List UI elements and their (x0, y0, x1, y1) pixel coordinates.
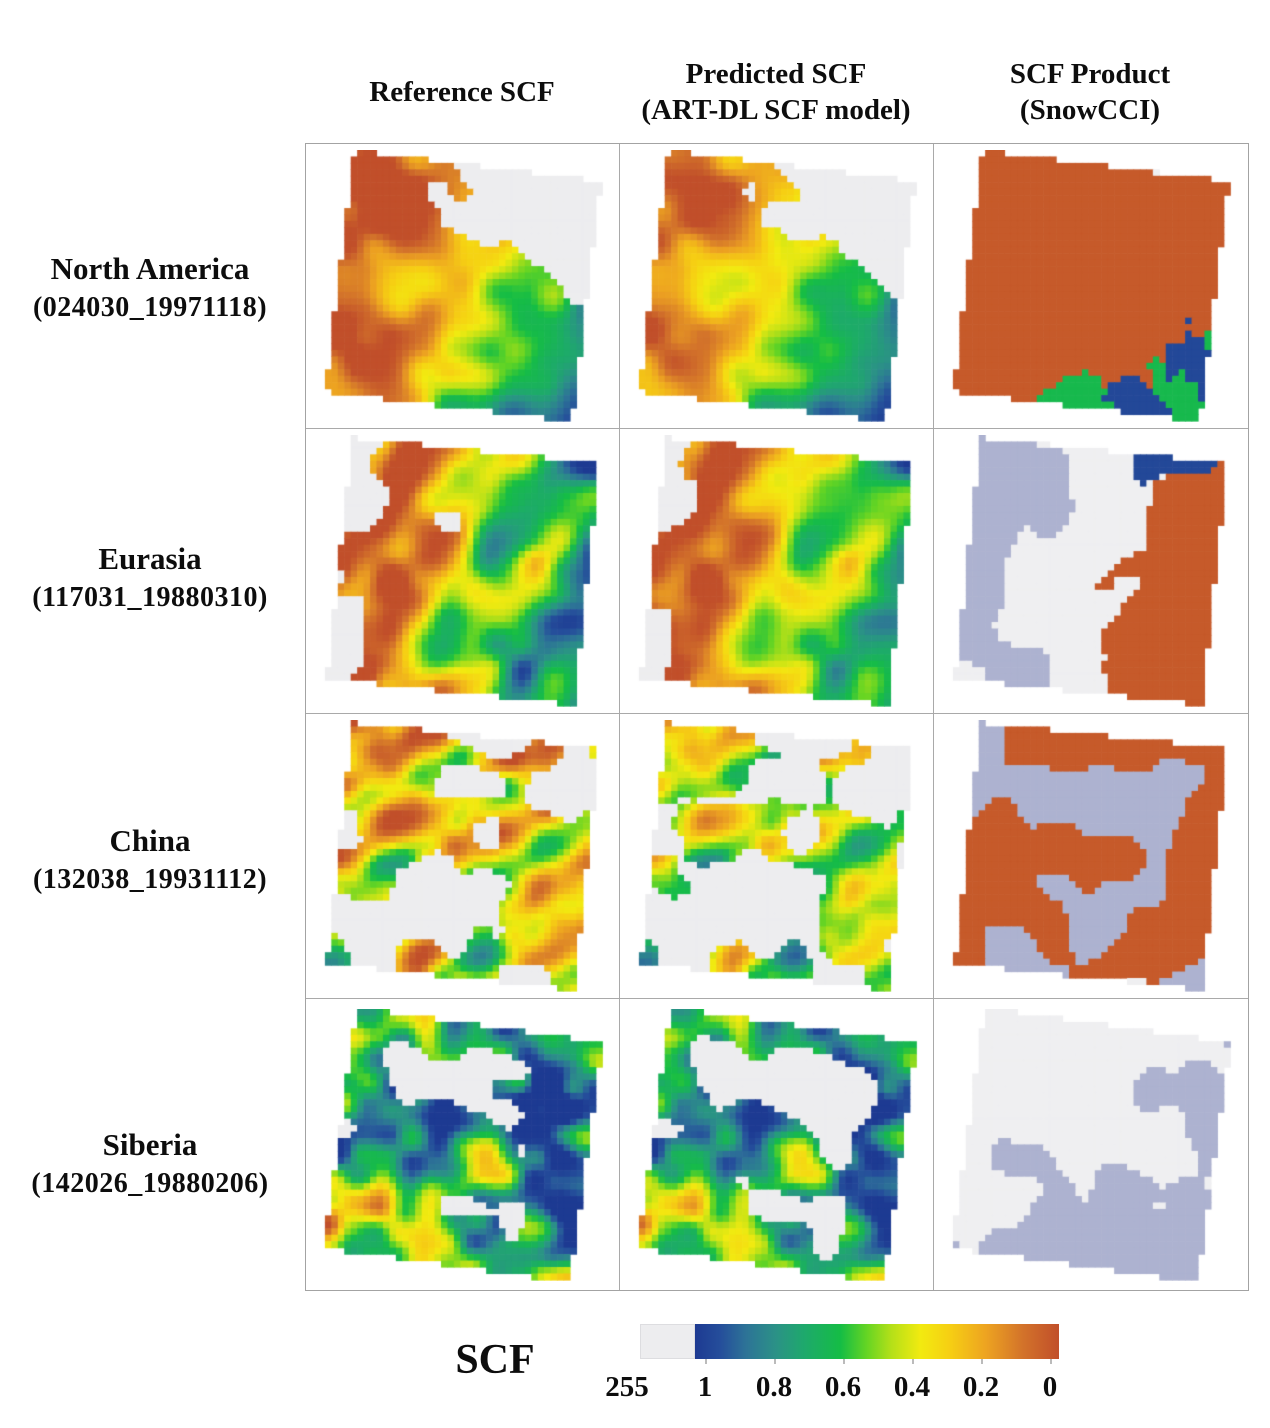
panel-cell-china-snowcci (934, 714, 1248, 999)
legend-tick-label: 1 (697, 1371, 713, 1403)
legend-tick-label: 0.6 (824, 1371, 862, 1403)
panel-cell-eurasia-reference (306, 429, 620, 714)
map-siberia-reference (311, 1008, 614, 1281)
row-scene-id: (117031_19880310) (32, 582, 268, 613)
row-scene-id: (142026_19880206) (31, 1168, 269, 1199)
panel-cell-eurasia-predicted (620, 429, 934, 714)
legend-tickmark (774, 1359, 776, 1364)
map-siberia-predicted (625, 1008, 928, 1281)
map-north-america-predicted (625, 150, 928, 422)
row-label-north-america: North America (024030_19971118) (0, 249, 300, 327)
column-header-snowcci: SCF Product (SnowCCI) (933, 48, 1247, 136)
legend-tickmark (843, 1359, 845, 1364)
legend-tickmark (912, 1359, 914, 1364)
row-labels: North America (024030_19971118) Eurasia (11… (0, 143, 305, 1291)
map-north-america-snowcci (940, 150, 1242, 422)
map-north-america-reference (311, 150, 614, 422)
legend-tickmark (705, 1359, 707, 1364)
map-china-snowcci (940, 720, 1242, 992)
scf-colorbar-legend: SCF 255 1 0.8 0.6 0.4 0.2 0 (0, 1300, 1270, 1428)
panel-cell-siberia-predicted (620, 999, 934, 1290)
row-label-siberia: Siberia (142026_19880206) (0, 1125, 300, 1203)
row-region-name: North America (50, 251, 250, 286)
panel-grid (305, 143, 1249, 1291)
map-eurasia-reference (311, 435, 614, 707)
panel-cell-north-america-reference (306, 144, 620, 429)
panel-cell-china-reference (306, 714, 620, 999)
row-scene-id: (024030_19971118) (32, 292, 268, 323)
map-siberia-snowcci (940, 1008, 1242, 1281)
legend-tick-label: 0.8 (755, 1371, 793, 1403)
panel-cell-siberia-snowcci (934, 999, 1248, 1290)
map-eurasia-predicted (625, 435, 928, 707)
legend-tick-label: 0 (1042, 1371, 1058, 1403)
column-header-predicted: Predicted SCF (ART-DL SCF model) (619, 48, 933, 136)
panel-cell-north-america-snowcci (934, 144, 1248, 429)
column-header-line: SCF Product (1009, 58, 1171, 90)
panel-cell-north-america-predicted (620, 144, 934, 429)
panel-cell-eurasia-snowcci (934, 429, 1248, 714)
column-header-line: Predicted SCF (685, 58, 867, 90)
row-label-eurasia: Eurasia (117031_19880310) (0, 539, 300, 617)
panel-cell-china-predicted (620, 714, 934, 999)
legend-colorbar-gradient (695, 1324, 1059, 1364)
legend-nodata-label: 255 (605, 1371, 649, 1403)
column-header-reference: Reference SCF (305, 48, 619, 136)
row-label-china: China (132038_19931112) (0, 821, 300, 899)
column-header-line: Reference SCF (369, 76, 555, 108)
column-header-line: (SnowCCI) (1019, 94, 1161, 126)
row-region-name: Siberia (102, 1127, 198, 1162)
row-scene-id: (132038_19931112) (32, 864, 268, 895)
map-eurasia-snowcci (940, 435, 1242, 707)
column-header-line: (ART-DL SCF model) (641, 94, 911, 126)
column-headers: Reference SCF Predicted SCF (ART-DL SCF mo… (305, 48, 1247, 136)
panel-cell-siberia-reference (306, 999, 620, 1290)
legend-tickmark (981, 1359, 983, 1364)
legend-nodata-swatch (640, 1324, 695, 1359)
row-region-name: China (109, 823, 191, 858)
map-china-predicted (625, 720, 928, 992)
legend-tickmark (1050, 1359, 1052, 1364)
legend-tick-label: 0.4 (893, 1371, 931, 1403)
map-china-reference (311, 720, 614, 992)
legend-tick-labels: 1 0.8 0.6 0.4 0.2 0 (683, 1370, 1072, 1404)
row-region-name: Eurasia (98, 541, 202, 576)
legend-title: SCF (455, 1337, 535, 1383)
legend-tick-label: 0.2 (962, 1371, 1000, 1403)
